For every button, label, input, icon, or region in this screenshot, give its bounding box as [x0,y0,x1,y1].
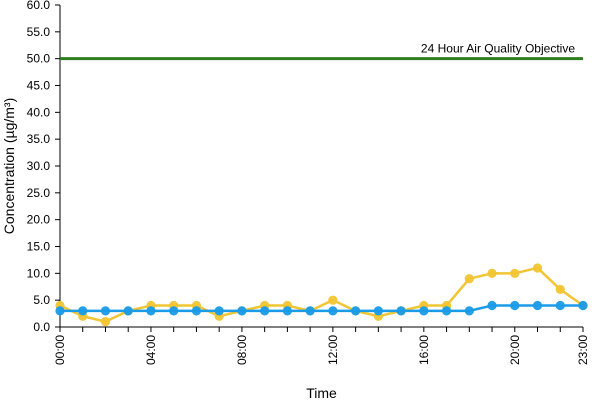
x-tick-label: 00:00 [53,335,67,365]
series-2-point [282,306,292,316]
series-2-point [578,300,588,311]
series-2-point [305,306,315,316]
series-2-point [555,300,565,311]
series-2-point [191,306,202,316]
series-2-point [55,306,65,316]
y-tick-label: 55.0 [27,25,51,39]
y-tick-label: 35.0 [27,132,51,146]
series-2-point [123,306,133,316]
series-line-1 [59,266,584,323]
y-tick-label: 50.0 [27,52,51,66]
series-group [55,263,588,327]
series-1-point [510,268,520,278]
y-tick-label: 40.0 [27,105,51,119]
series-1-point [328,295,338,305]
x-tick-label: 08:00 [235,335,249,365]
y-tick-label: 0.0 [33,320,50,334]
x-tick-label: 04:00 [144,335,158,365]
y-axis-title: Concentration (µg/m³) [1,98,17,234]
series-2-point [146,306,156,316]
y-tick-label: 25.0 [27,186,51,200]
series-1-point [100,317,111,327]
y-tick-label: 5.0 [33,293,50,307]
reference-line-label: 24 Hour Air Quality Objective [421,42,575,56]
series-2-point [328,306,338,316]
series-2-point [78,306,88,316]
series-1-point [487,268,497,278]
series-2-point [396,306,406,316]
series-2-point [100,306,111,316]
series-2-point [464,306,474,316]
series-2-point [441,306,452,316]
labels-group: 0.0 5.0 10.0 15.0 20.0 25.0 30.0 35.0 40.0 45.0 50… [27,0,590,365]
x-axis-title: Time [306,385,337,400]
series-2-point [260,306,270,316]
y-tick-label: 15.0 [27,240,51,254]
series-2-point [169,306,179,316]
y-tick-label: 45.0 [27,79,51,93]
y-tick-label: 20.0 [27,213,51,227]
x-tick-label: 12:00 [326,335,340,365]
axes [55,4,584,332]
series-1-point [464,274,474,284]
series-1-point [532,263,543,273]
y-tick-label: 30.0 [27,159,51,173]
x-tick-label: 16:00 [417,335,431,365]
series-2-point [532,300,543,311]
x-tick-label: 20:00 [508,335,522,365]
series-1-point [555,284,565,295]
series-2-point [214,306,224,316]
y-tick-label: 60.0 [27,0,51,12]
series-2-point [419,306,429,316]
series-2-point [373,306,383,316]
x-tick-label: 23:00 [576,335,590,365]
series-2-point [237,306,247,316]
series-2-point [487,300,497,311]
y-tick-label: 10.0 [27,266,51,280]
series-2-point [510,300,520,311]
series-2-point [351,306,361,316]
